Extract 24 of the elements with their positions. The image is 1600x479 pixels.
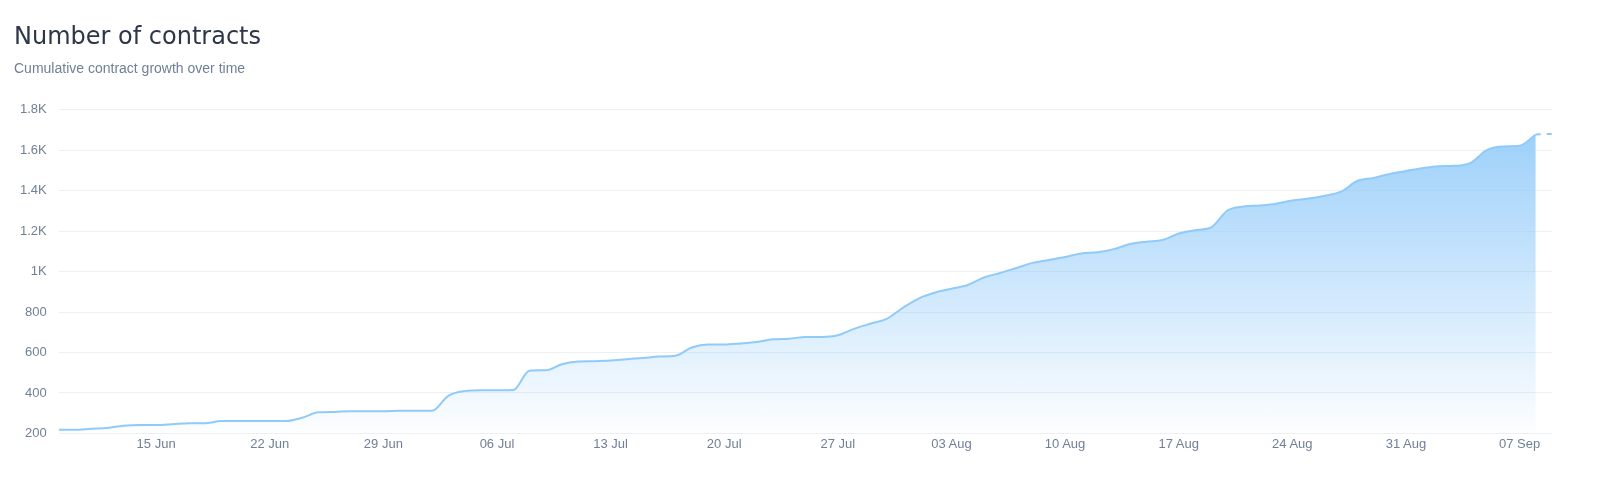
y-tick-label: 1K bbox=[30, 263, 48, 279]
x-tick-label: 27 Jul bbox=[820, 435, 856, 451]
x-tick-label: 15 Jun bbox=[136, 435, 176, 451]
y-tick-label: 200 bbox=[25, 424, 47, 440]
y-tick-label: 400 bbox=[25, 384, 47, 400]
x-tick-label: 20 Jul bbox=[706, 435, 742, 451]
y-tick-label: 600 bbox=[25, 344, 47, 360]
chart-title: Number of contracts bbox=[14, 22, 262, 50]
x-tick-label: 24 Aug bbox=[1272, 435, 1313, 451]
x-tick-label: 22 Jun bbox=[250, 435, 290, 451]
y-tick-label: 1.6K bbox=[19, 141, 48, 157]
y-tick-label: 1.2K bbox=[19, 222, 48, 238]
x-tick-label: 10 Aug bbox=[1044, 435, 1086, 451]
x-tick-label: 31 Aug bbox=[1385, 435, 1427, 451]
x-tick-label: 06 Jul bbox=[479, 435, 515, 451]
y-tick-label: 1.8K bbox=[19, 101, 48, 117]
x-tick-label: 13 Jul bbox=[593, 435, 629, 451]
chart-subtitle: Cumulative contract growth over time bbox=[14, 60, 247, 76]
y-tick-label: 1.4K bbox=[19, 182, 48, 198]
x-tick-label: 03 Aug bbox=[931, 435, 972, 451]
x-tick-label: 17 Aug bbox=[1158, 435, 1199, 451]
y-tick-label: 800 bbox=[25, 303, 47, 319]
x-tick-label: 29 Jun bbox=[363, 435, 403, 451]
x-tick-label: 07 Sep bbox=[1498, 435, 1541, 451]
